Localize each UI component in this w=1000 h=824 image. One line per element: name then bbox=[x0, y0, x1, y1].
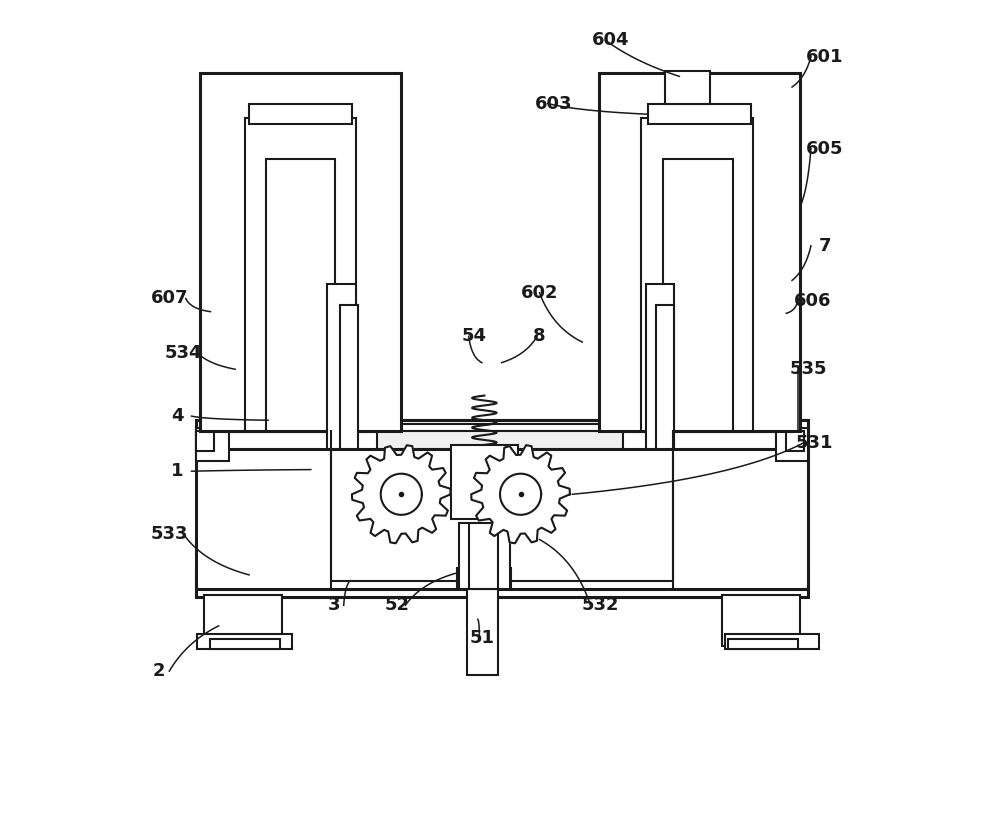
Bar bbox=[204, 596, 282, 647]
Text: 531: 531 bbox=[795, 434, 833, 452]
Polygon shape bbox=[352, 445, 451, 543]
Text: 2: 2 bbox=[152, 662, 165, 680]
Bar bbox=[786, 431, 804, 452]
Bar bbox=[641, 119, 753, 431]
Text: 606: 606 bbox=[794, 292, 831, 310]
Bar bbox=[196, 428, 229, 461]
Bar bbox=[210, 639, 280, 649]
Text: 602: 602 bbox=[521, 283, 558, 302]
Text: 601: 601 bbox=[806, 48, 844, 66]
Text: 7: 7 bbox=[819, 236, 831, 255]
Text: 533: 533 bbox=[151, 525, 188, 543]
Bar bbox=[200, 73, 401, 431]
Bar bbox=[648, 104, 751, 124]
Bar bbox=[728, 639, 798, 649]
Bar bbox=[196, 573, 808, 597]
Text: 8: 8 bbox=[533, 327, 546, 345]
Bar bbox=[196, 431, 214, 452]
Text: 532: 532 bbox=[582, 597, 619, 615]
Text: 605: 605 bbox=[806, 140, 844, 157]
Text: 51: 51 bbox=[469, 630, 494, 647]
Bar bbox=[340, 305, 358, 449]
Bar bbox=[776, 428, 808, 461]
Text: 3: 3 bbox=[328, 597, 340, 615]
Bar bbox=[197, 634, 292, 649]
Text: 607: 607 bbox=[151, 289, 188, 307]
Polygon shape bbox=[500, 474, 541, 515]
Bar bbox=[196, 431, 808, 449]
Bar bbox=[722, 596, 800, 647]
Text: 54: 54 bbox=[461, 327, 486, 345]
Bar bbox=[266, 160, 335, 431]
Bar bbox=[646, 284, 674, 449]
Bar bbox=[467, 585, 498, 675]
Bar bbox=[451, 445, 518, 519]
Bar bbox=[663, 160, 733, 431]
Bar bbox=[665, 71, 710, 104]
Text: 604: 604 bbox=[592, 31, 630, 49]
Text: 535: 535 bbox=[790, 360, 827, 378]
Bar bbox=[459, 523, 510, 589]
Polygon shape bbox=[381, 474, 422, 515]
Text: 534: 534 bbox=[165, 344, 202, 362]
Bar bbox=[331, 424, 673, 581]
Bar bbox=[599, 73, 800, 431]
Bar bbox=[725, 634, 819, 649]
Text: 52: 52 bbox=[385, 597, 410, 615]
Text: 1: 1 bbox=[171, 462, 184, 480]
Bar bbox=[656, 305, 674, 449]
Text: 603: 603 bbox=[535, 95, 572, 113]
Bar bbox=[196, 420, 808, 589]
Bar bbox=[327, 284, 356, 449]
Bar bbox=[377, 431, 623, 449]
Polygon shape bbox=[471, 445, 570, 543]
Bar bbox=[457, 569, 511, 589]
Bar bbox=[249, 104, 352, 124]
Text: 4: 4 bbox=[171, 407, 184, 425]
Bar bbox=[245, 119, 356, 431]
